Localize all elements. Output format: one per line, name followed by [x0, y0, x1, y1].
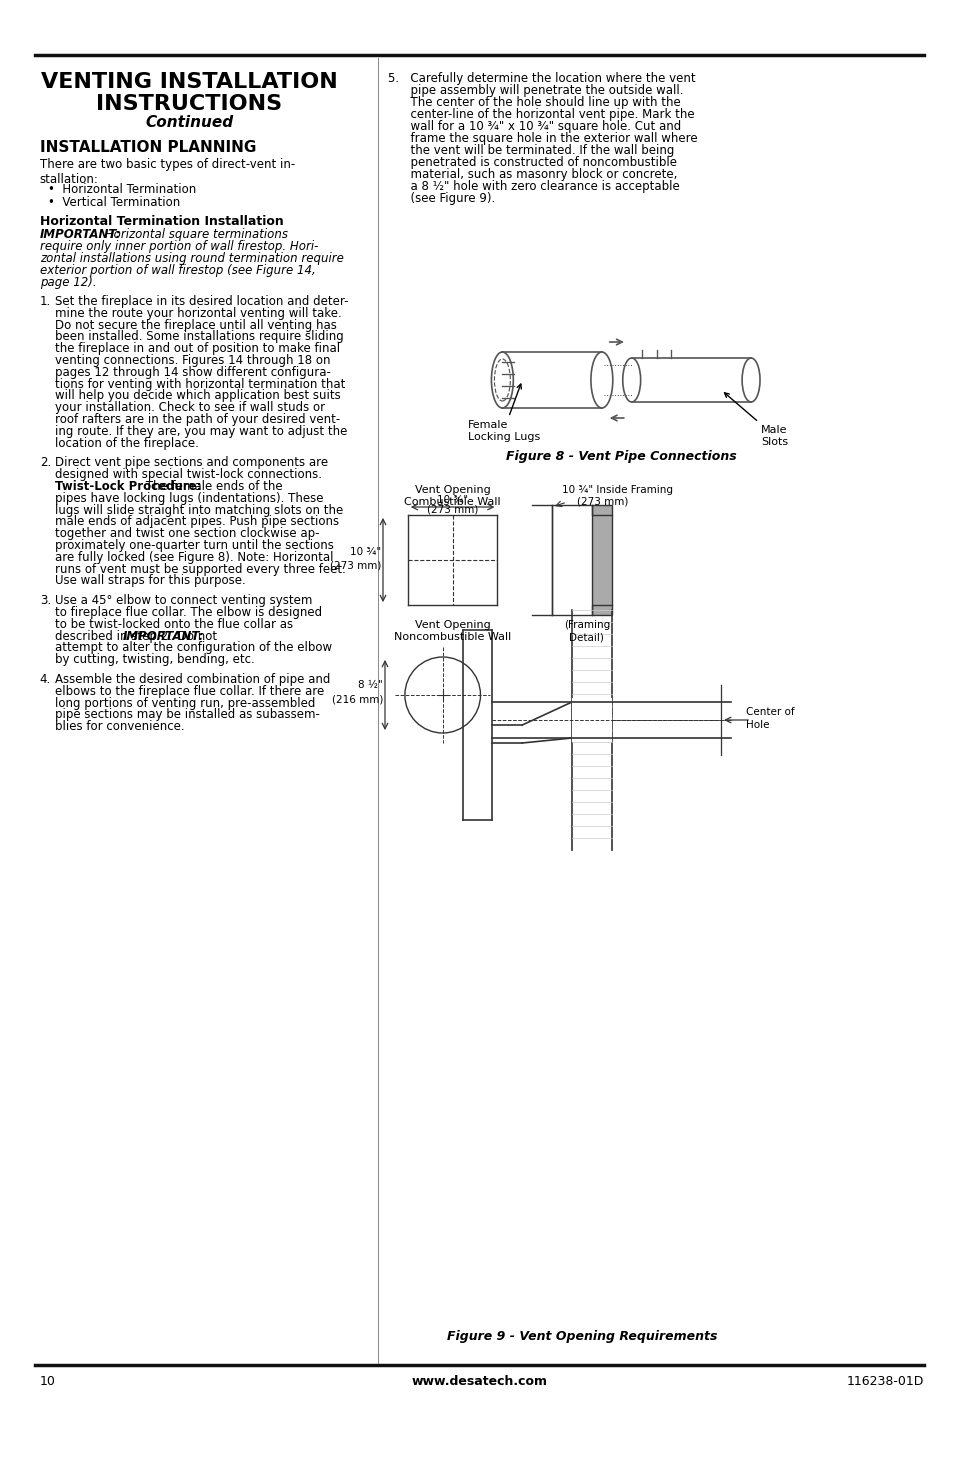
Text: Vent Opening: Vent Opening	[415, 620, 490, 630]
Text: together and twist one section clockwise ap-: together and twist one section clockwise…	[54, 527, 319, 540]
Text: Center of: Center of	[745, 707, 794, 717]
Text: will help you decide which application best suits: will help you decide which application b…	[54, 389, 340, 403]
Text: the vent will be terminated. If the wall being: the vent will be terminated. If the wall…	[388, 145, 674, 156]
Text: described in step 2.: described in step 2.	[54, 630, 175, 643]
Text: 8 ½": 8 ½"	[358, 680, 382, 690]
Text: There are two basic types of direct-vent in-
stallation:: There are two basic types of direct-vent…	[40, 158, 294, 186]
Text: center-line of the horizontal vent pipe. Mark the: center-line of the horizontal vent pipe.…	[388, 108, 694, 121]
Text: Figure 8 - Vent Pipe Connections: Figure 8 - Vent Pipe Connections	[506, 450, 737, 463]
Text: the fireplace in and out of position to make final: the fireplace in and out of position to …	[54, 342, 339, 355]
Text: penetrated is constructed of noncombustible: penetrated is constructed of noncombusti…	[388, 156, 677, 170]
Text: elbows to the fireplace flue collar. If there are: elbows to the fireplace flue collar. If …	[54, 684, 324, 698]
Text: 116238-01D: 116238-01D	[846, 1375, 923, 1388]
Text: Noncombustible Wall: Noncombustible Wall	[394, 631, 511, 642]
Text: page 12).: page 12).	[40, 276, 96, 289]
Text: The female ends of the: The female ends of the	[142, 479, 283, 493]
Text: 4.: 4.	[40, 673, 51, 686]
Text: INSTRUCTIONS: INSTRUCTIONS	[96, 94, 282, 114]
Text: IMPORTANT:: IMPORTANT:	[40, 229, 121, 240]
Text: venting connections. Figures 14 through 18 on: venting connections. Figures 14 through …	[54, 354, 330, 367]
Text: Continued: Continued	[145, 115, 233, 130]
Text: lugs will slide straight into matching slots on the: lugs will slide straight into matching s…	[54, 503, 343, 516]
Text: www.desatech.com: www.desatech.com	[411, 1375, 547, 1388]
Text: pipe sections may be installed as subassem-: pipe sections may be installed as subass…	[54, 708, 319, 721]
Text: Hole: Hole	[745, 720, 769, 730]
Text: tions for venting with horizontal termination that: tions for venting with horizontal termin…	[54, 378, 345, 391]
Text: attempt to alter the configuration of the elbow: attempt to alter the configuration of th…	[54, 642, 332, 655]
Text: Set the fireplace in its desired location and deter-: Set the fireplace in its desired locatio…	[54, 295, 348, 308]
Text: Combustible Wall: Combustible Wall	[404, 497, 500, 507]
Text: Male
Slots: Male Slots	[723, 392, 787, 447]
Text: Direct vent pipe sections and components are: Direct vent pipe sections and components…	[54, 456, 328, 469]
Text: VENTING INSTALLATION: VENTING INSTALLATION	[41, 72, 337, 91]
Text: mine the route your horizontal venting will take.: mine the route your horizontal venting w…	[54, 307, 341, 320]
Text: proximately one-quarter turn until the sections: proximately one-quarter turn until the s…	[54, 538, 334, 552]
Bar	[591, 504, 611, 615]
Text: •  Horizontal Termination: • Horizontal Termination	[48, 183, 195, 196]
Text: Use a 45° elbow to connect venting system: Use a 45° elbow to connect venting syste…	[54, 594, 312, 608]
Text: (273 mm): (273 mm)	[330, 560, 380, 569]
Text: been installed. Some installations require sliding: been installed. Some installations requi…	[54, 330, 343, 344]
Text: 10 ¾": 10 ¾"	[436, 496, 468, 504]
Text: 2.: 2.	[40, 456, 51, 469]
Text: Figure 9 - Vent Opening Requirements: Figure 9 - Vent Opening Requirements	[446, 1330, 717, 1344]
Text: Vent Opening: Vent Opening	[415, 485, 490, 496]
Text: pipes have locking lugs (indentations). These: pipes have locking lugs (indentations). …	[54, 491, 323, 504]
Text: 10 ¾": 10 ¾"	[350, 547, 380, 558]
Text: (Framing: (Framing	[563, 620, 609, 630]
Text: blies for convenience.: blies for convenience.	[54, 720, 184, 733]
Text: (216 mm): (216 mm)	[332, 695, 382, 705]
Text: roof rafters are in the path of your desired vent-: roof rafters are in the path of your des…	[54, 413, 339, 426]
Text: 10: 10	[40, 1375, 55, 1388]
Text: your installation. Check to see if wall studs or: your installation. Check to see if wall …	[54, 401, 325, 414]
Text: 1.: 1.	[40, 295, 51, 308]
Text: (273 mm): (273 mm)	[427, 504, 477, 513]
Bar	[572, 698, 611, 742]
Text: Twist-Lock Procedure:: Twist-Lock Procedure:	[54, 479, 201, 493]
Text: male ends of adjacent pipes. Push pipe sections: male ends of adjacent pipes. Push pipe s…	[54, 515, 338, 528]
Text: designed with special twist-lock connections.: designed with special twist-lock connect…	[54, 468, 321, 481]
Text: location of the fireplace.: location of the fireplace.	[54, 437, 198, 450]
Text: wall for a 10 ¾" x 10 ¾" square hole. Cut and: wall for a 10 ¾" x 10 ¾" square hole. Cu…	[388, 119, 680, 133]
Text: pipe assembly will penetrate the outside wall.: pipe assembly will penetrate the outside…	[388, 84, 682, 97]
Text: a 8 ½" hole with zero clearance is acceptable: a 8 ½" hole with zero clearance is accep…	[388, 180, 679, 193]
Text: INSTALLATION PLANNING: INSTALLATION PLANNING	[40, 140, 256, 155]
Text: IMPORTANT:: IMPORTANT:	[122, 630, 204, 643]
Text: Do not secure the fireplace until all venting has: Do not secure the fireplace until all ve…	[54, 319, 336, 332]
Text: Horizontal square terminations: Horizontal square terminations	[101, 229, 288, 240]
Text: runs of vent must be supported every three feet.: runs of vent must be supported every thr…	[54, 562, 345, 575]
Text: Assemble the desired combination of pipe and: Assemble the desired combination of pipe…	[54, 673, 330, 686]
Text: by cutting, twisting, bending, etc.: by cutting, twisting, bending, etc.	[54, 653, 254, 667]
Text: Detail): Detail)	[569, 631, 604, 642]
Text: Use wall straps for this purpose.: Use wall straps for this purpose.	[54, 574, 245, 587]
Text: (see Figure 9).: (see Figure 9).	[388, 192, 495, 205]
Text: to be twist-locked onto the flue collar as: to be twist-locked onto the flue collar …	[54, 618, 293, 631]
Text: (273 mm): (273 mm)	[577, 497, 628, 507]
Text: 10 ¾" Inside Framing: 10 ¾" Inside Framing	[561, 485, 673, 496]
Text: 5.   Carefully determine the location where the vent: 5. Carefully determine the location wher…	[388, 72, 695, 86]
Text: are fully locked (see Figure 8). Note: Horizontal: are fully locked (see Figure 8). Note: H…	[54, 550, 333, 563]
Text: Do not: Do not	[174, 630, 217, 643]
Text: The center of the hole should line up with the: The center of the hole should line up wi…	[388, 96, 680, 109]
Text: •  Vertical Termination: • Vertical Termination	[48, 196, 180, 209]
Text: to fireplace flue collar. The elbow is designed: to fireplace flue collar. The elbow is d…	[54, 606, 321, 619]
Text: long portions of venting run, pre-assembled: long portions of venting run, pre-assemb…	[54, 696, 314, 709]
Text: material, such as masonry block or concrete,: material, such as masonry block or concr…	[388, 168, 677, 181]
Text: 3.: 3.	[40, 594, 51, 608]
Text: Female
Locking Lugs: Female Locking Lugs	[467, 384, 539, 441]
Text: Horizontal Termination Installation: Horizontal Termination Installation	[40, 215, 283, 229]
Text: exterior portion of wall firestop (see Figure 14,: exterior portion of wall firestop (see F…	[40, 264, 315, 277]
Text: ing route. If they are, you may want to adjust the: ing route. If they are, you may want to …	[54, 425, 347, 438]
Text: frame the square hole in the exterior wall where: frame the square hole in the exterior wa…	[388, 131, 697, 145]
Text: pages 12 through 14 show different configura-: pages 12 through 14 show different confi…	[54, 366, 331, 379]
Text: require only inner portion of wall firestop. Hori-: require only inner portion of wall fires…	[40, 240, 318, 254]
Text: zontal installations using round termination require: zontal installations using round termina…	[40, 252, 343, 266]
